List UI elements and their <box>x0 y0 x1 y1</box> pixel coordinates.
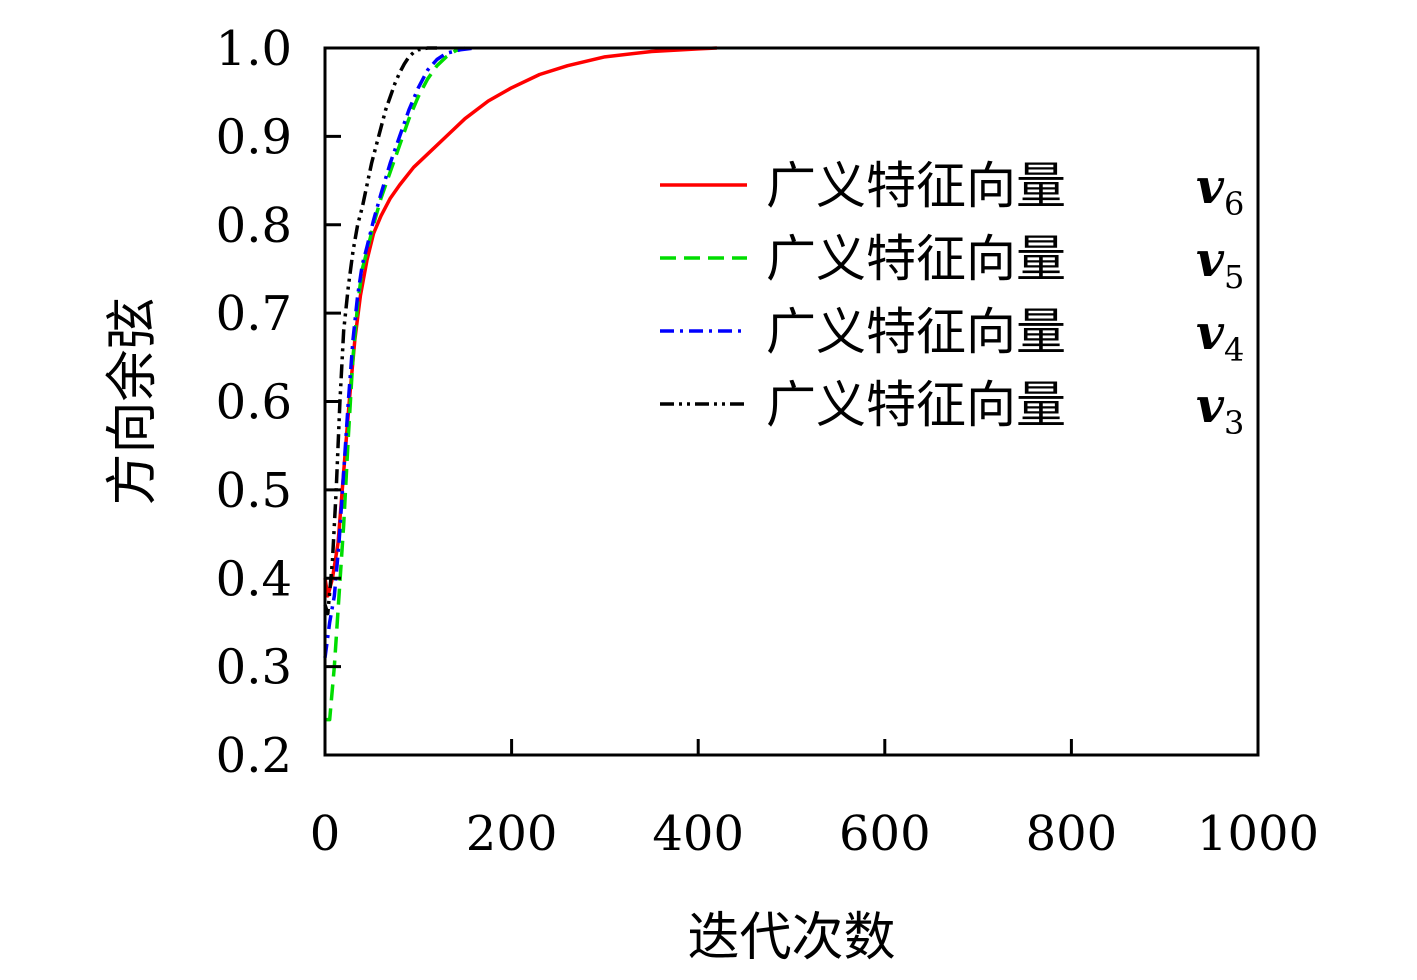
legend-entry-v6: 广义特征向量 v 6 <box>660 157 1244 223</box>
series-line-v6 <box>323 46 717 598</box>
y-tick-label: 0.9 <box>216 109 292 165</box>
x-tick-label: 600 <box>839 806 931 862</box>
x-tick-label: 1000 <box>1197 806 1319 862</box>
y-tick-label: 0.2 <box>216 728 292 784</box>
x-tick-label: 800 <box>1026 806 1118 862</box>
legend-subscript: 6 <box>1224 185 1244 223</box>
x-tick-label: 200 <box>466 806 558 862</box>
y-axis-title: 方向余弦 <box>103 297 163 505</box>
legend-entry-v5: 广义特征向量 v 5 <box>660 230 1244 296</box>
series-line-v5 <box>325 46 466 722</box>
x-axis-title: 迭代次数 <box>687 908 895 968</box>
legend-var: v <box>1196 159 1225 215</box>
y-tick-label: 1.0 <box>216 21 292 77</box>
legend-label: 广义特征向量 <box>766 230 1066 288</box>
y-tick-label: 0.3 <box>216 640 292 696</box>
legend-var: v <box>1196 232 1225 288</box>
legend-subscript: 4 <box>1224 331 1244 369</box>
legend-subscript: 3 <box>1224 404 1244 442</box>
y-tick-label: 0.7 <box>216 286 292 342</box>
series-line-v4 <box>323 46 475 659</box>
axis-ticks <box>323 46 1260 757</box>
series-lines <box>323 46 717 722</box>
y-tick-label: 0.5 <box>216 463 292 519</box>
x-tick-label: 400 <box>652 806 744 862</box>
y-tick-label: 0.8 <box>216 198 292 254</box>
x-tick-label: 0 <box>310 806 341 862</box>
legend-entry-v3: 广义特征向量 v 3 <box>660 376 1244 442</box>
legend-subscript: 5 <box>1224 258 1244 296</box>
legend-var: v <box>1196 305 1225 361</box>
legend-var: v <box>1196 378 1225 434</box>
legend-label: 广义特征向量 <box>766 303 1066 361</box>
y-tick-label: 0.6 <box>216 375 292 431</box>
legend-label: 广义特征向量 <box>766 157 1066 215</box>
y-tick-labels: 0.2 0.3 0.4 0.5 0.6 0.7 0.8 0.9 1.0 <box>216 21 292 784</box>
x-tick-labels: 0 200 400 600 800 1000 <box>310 806 1319 862</box>
y-tick-label: 0.4 <box>216 551 292 607</box>
legend-label: 广义特征向量 <box>766 376 1066 434</box>
legend-entry-v4: 广义特征向量 v 4 <box>660 303 1244 369</box>
